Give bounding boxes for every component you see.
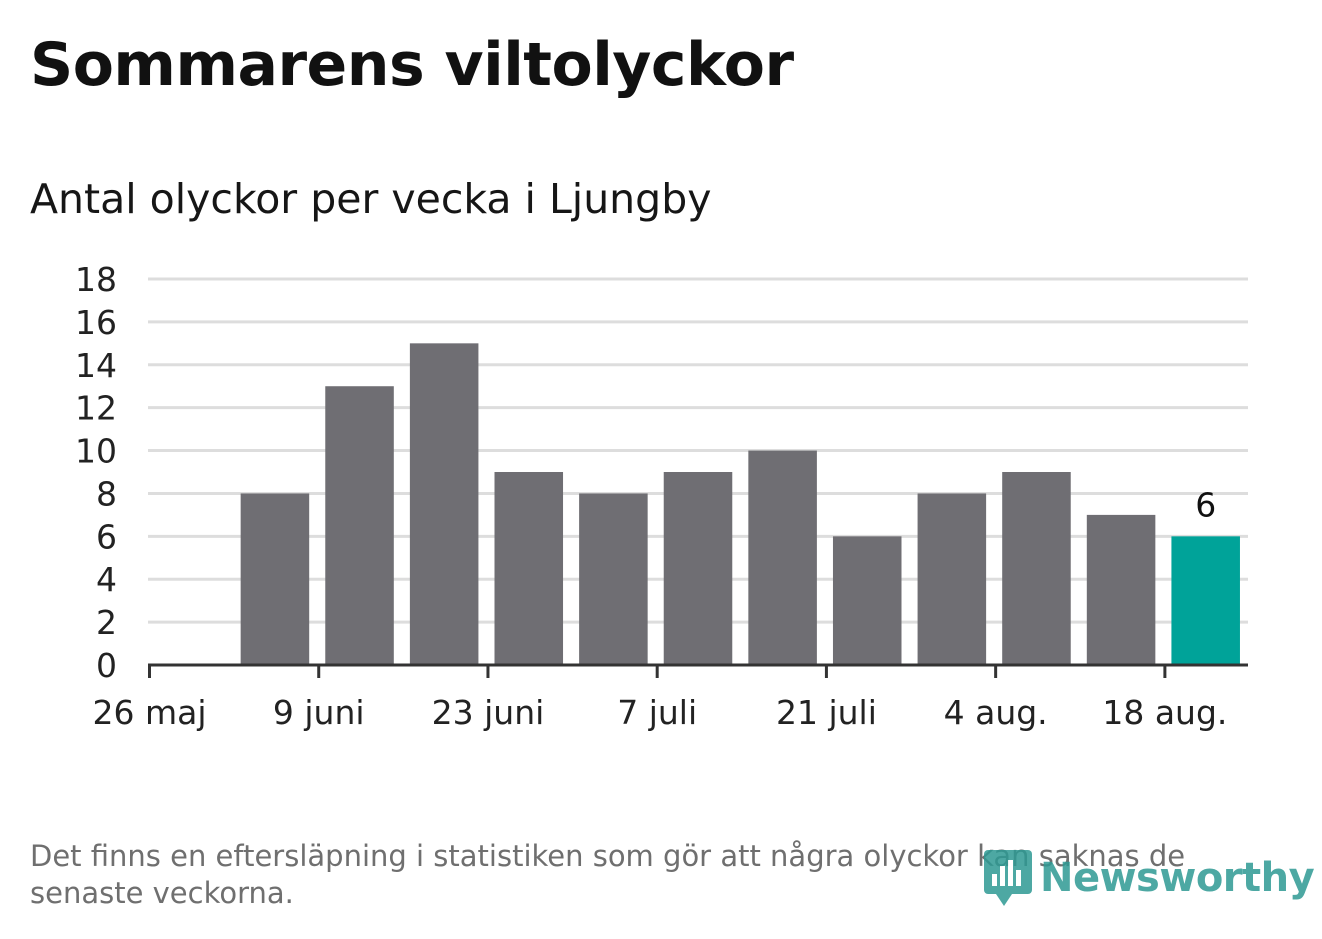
brand-logo: Newsworthy xyxy=(982,848,1315,908)
bar xyxy=(240,493,310,665)
bar xyxy=(409,343,479,665)
y-tick-label: 12 xyxy=(75,389,117,428)
chart-title: Sommarens viltolyckor xyxy=(30,30,794,100)
x-tick-label: 9 juni xyxy=(273,693,365,732)
x-axis: 26 maj 9 juni 23 juni 7 juli 21 juli 4 aug. 18… xyxy=(92,663,1248,732)
bar xyxy=(917,493,987,665)
bar-highlight xyxy=(1171,536,1240,665)
chart-subtitle: Antal olyckor per vecka i Ljungby xyxy=(30,175,712,223)
x-tick-label: 4 aug. xyxy=(944,693,1048,732)
y-tick-label: 4 xyxy=(96,560,117,599)
x-tick-label: 26 maj xyxy=(92,693,206,732)
bar xyxy=(832,536,902,665)
data-label-highlight: 6 xyxy=(1195,485,1216,524)
x-tick-label: 18 aug. xyxy=(1102,693,1227,732)
y-tick-label: 18 xyxy=(75,260,117,299)
y-axis-ticks: 0 2 4 6 810 12 14 16 18 xyxy=(75,260,117,685)
x-tick-label: 23 juni xyxy=(432,693,545,732)
bar xyxy=(1002,472,1071,665)
y-tick-label: 10 xyxy=(75,432,117,471)
y-tick-label: 2 xyxy=(96,603,117,642)
y-tick-label: 16 xyxy=(75,303,117,342)
bars xyxy=(240,343,1240,665)
data-labels: 6 xyxy=(1195,485,1216,524)
bar xyxy=(748,450,817,665)
bar xyxy=(579,493,648,665)
y-tick-label: 0 xyxy=(96,646,117,685)
bar xyxy=(663,472,733,665)
y-tick-label: 14 xyxy=(75,346,117,385)
brand-name: Newsworthy xyxy=(1040,855,1315,901)
x-tick-label: 7 juli xyxy=(617,693,697,732)
bar-chart: 0 2 4 6 810 12 14 16 18 26 maj 9 juni 23 juni 7 jul… xyxy=(75,260,1248,732)
bar xyxy=(494,472,564,665)
bar xyxy=(1086,514,1156,665)
x-tick-label: 21 juli xyxy=(776,693,877,732)
y-tick-label: 8 xyxy=(96,474,117,513)
bar xyxy=(325,386,394,665)
newsworthy-logo-icon xyxy=(984,850,1032,906)
y-tick-label: 6 xyxy=(96,517,117,556)
